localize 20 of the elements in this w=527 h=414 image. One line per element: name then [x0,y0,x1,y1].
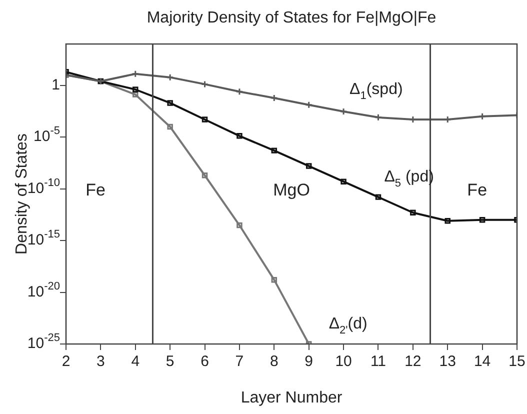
y-tick-label: 1 [52,76,60,94]
annotation: Fe [86,180,106,200]
annotation: MgO [273,180,310,200]
annotation: Fe [467,180,488,200]
x-tick-label: 4 [131,353,140,370]
x-tick-label: 9 [304,353,314,370]
x-tick-label: 2 [62,353,70,370]
x-axis-title: Layer Number [240,389,343,406]
chart-title: Majority Density of States for Fe|MgO|Fe [146,9,436,26]
x-tick-label: 14 [474,353,491,370]
x-tick-label: 6 [200,353,209,370]
x-tick-label: 8 [270,353,278,370]
x-tick-label: 7 [235,353,244,370]
x-tick-label: 3 [96,353,105,370]
x-tick-label: 11 [370,353,386,370]
x-tick-label: 5 [166,353,174,370]
x-tick-label: 15 [508,353,526,370]
x-tick-label: 13 [439,353,456,370]
x-tick-label: 12 [404,353,422,370]
x-tick-label: 10 [335,353,352,370]
